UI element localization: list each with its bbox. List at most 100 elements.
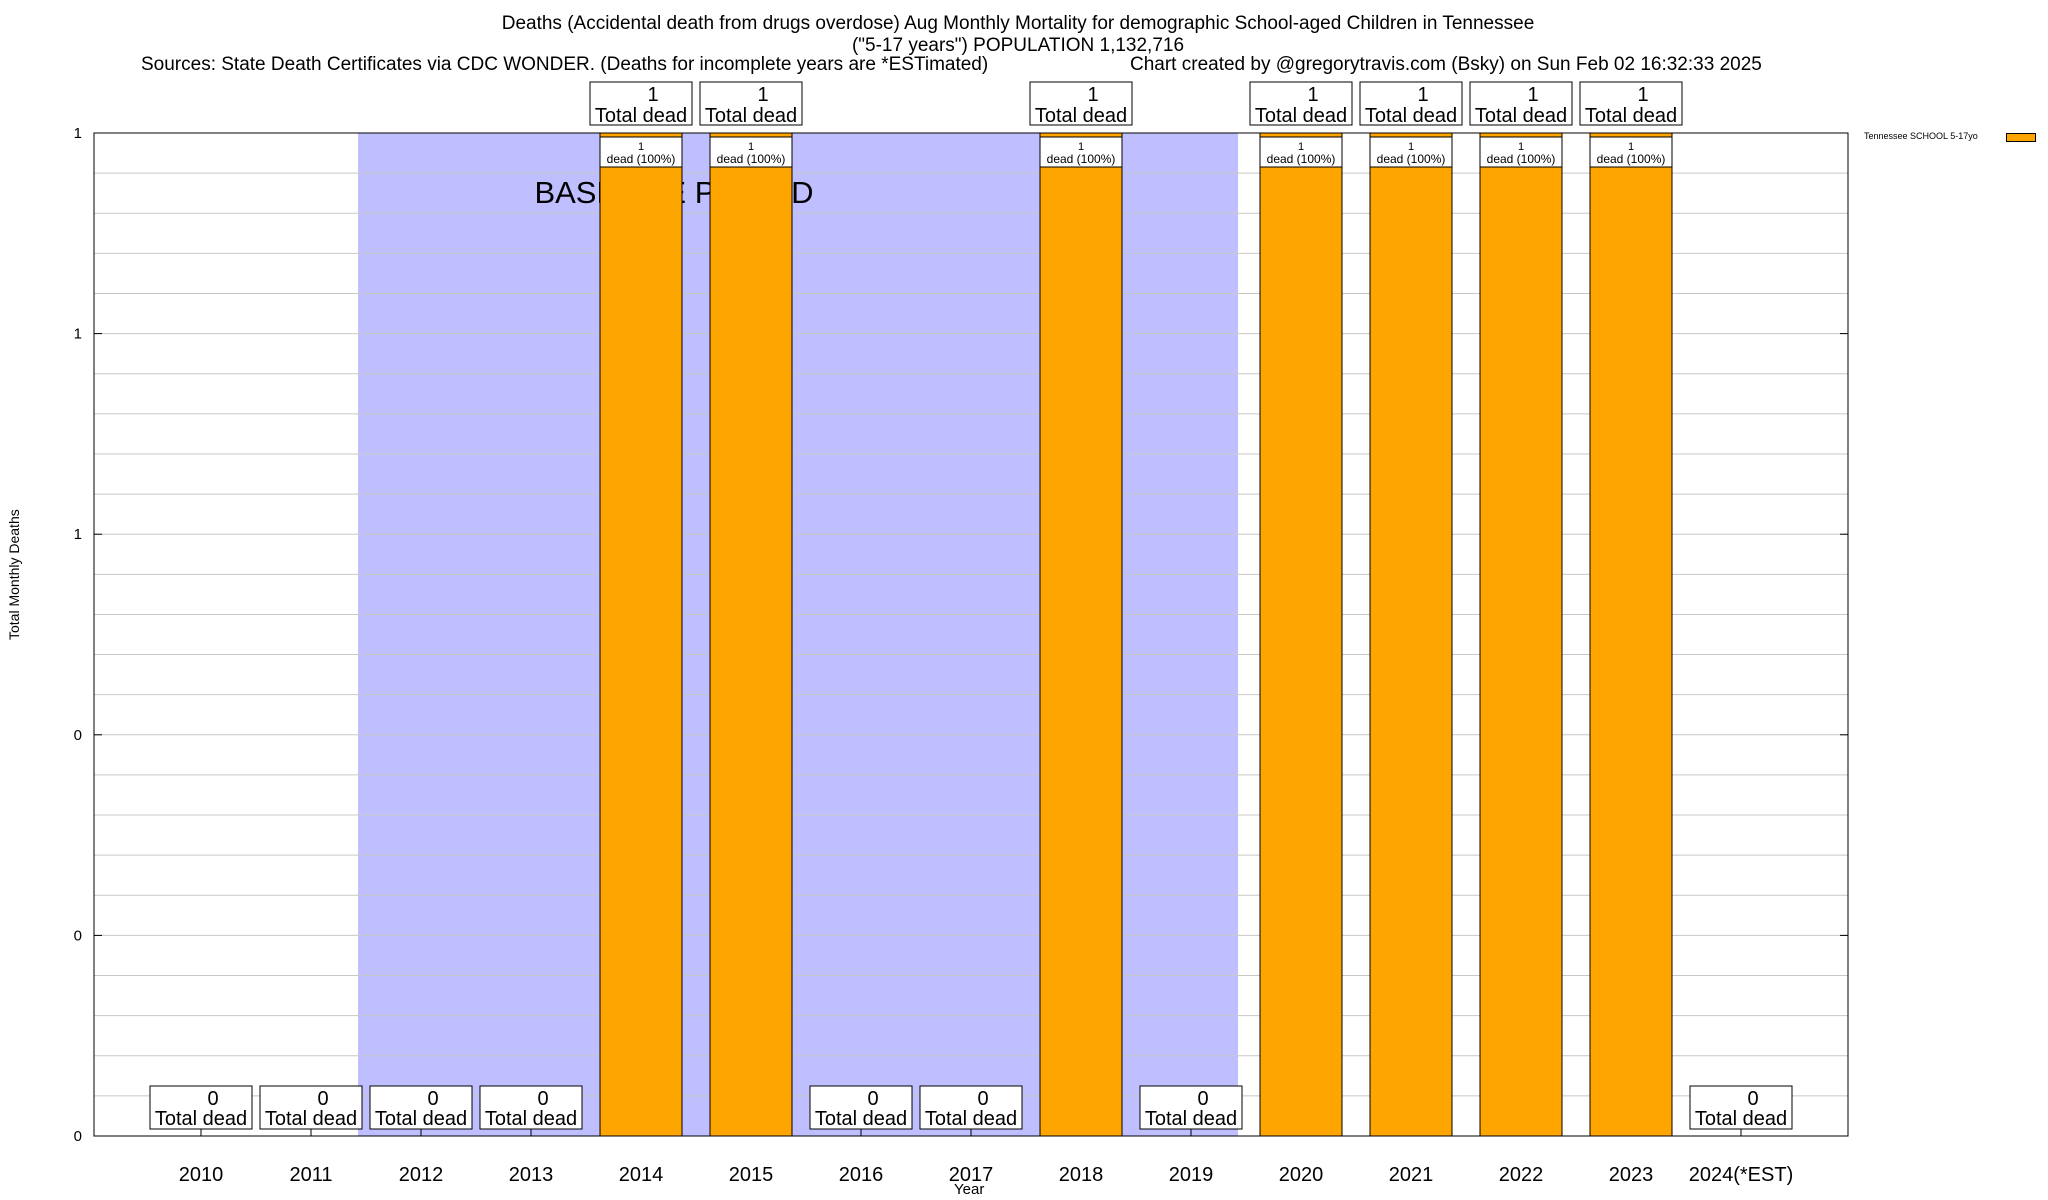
total-label-text: Total dead [155, 1108, 247, 1130]
total-label-text: Total dead [925, 1108, 1017, 1130]
x-tick-label: 2022 [1499, 1164, 1544, 1186]
bar-inner-count: 1 [1628, 141, 1634, 153]
total-label-text: Total dead [1365, 105, 1457, 127]
x-tick-label: 2014 [619, 1164, 664, 1186]
bar-inner-label-box [709, 136, 793, 168]
bar-inner-count: 1 [1408, 141, 1414, 153]
x-tick-label: 2019 [1169, 1164, 1214, 1186]
total-label-value: 0 [867, 1088, 878, 1110]
total-label-box [149, 1085, 253, 1130]
bar-inner-percent: dead (100%) [1377, 152, 1446, 166]
x-tick-label: 2011 [289, 1164, 332, 1186]
total-label-box [1689, 1085, 1793, 1130]
bar-inner-percent: dead (100%) [1267, 152, 1336, 166]
total-label-box [259, 1085, 363, 1130]
total-label-box [919, 1085, 1023, 1130]
total-label-value: 1 [757, 84, 768, 106]
bar-inner-label-box [599, 136, 683, 168]
total-label-text: Total dead [815, 1108, 907, 1130]
bar-inner-count: 1 [638, 141, 644, 153]
total-label-box [1249, 81, 1353, 126]
total-label-text: Total dead [1585, 105, 1677, 127]
total-label-box [1469, 81, 1573, 126]
bar-inner-percent: dead (100%) [717, 152, 786, 166]
bar [709, 132, 793, 1137]
chart-subtitle-population: ("5-17 years") POPULATION 1,132,716 [851, 35, 1185, 56]
y-tick-label: 0 [74, 927, 82, 944]
total-label-box [699, 81, 803, 126]
x-tick-label: 2010 [179, 1164, 224, 1186]
chart-credit: Chart created by @gregorytravis.com (Bsk… [1130, 54, 1762, 75]
y-tick-label: 0 [74, 727, 82, 744]
total-label-box [589, 81, 693, 126]
total-label-text: Total dead [485, 1108, 577, 1130]
bar-inner-percent: dead (100%) [607, 152, 676, 166]
bar [1369, 132, 1453, 1137]
x-tick-label: 2024(*EST) [1689, 1164, 1794, 1186]
x-axis-label: Year [954, 1181, 985, 1198]
bar-inner-count: 1 [1518, 141, 1524, 153]
total-label-text: Total dead [375, 1108, 467, 1130]
bar [1589, 132, 1673, 1137]
x-tick-label: 2015 [729, 1164, 774, 1186]
total-label-value: 0 [537, 1088, 548, 1110]
bar [1479, 132, 1563, 1137]
total-label-value: 0 [427, 1088, 438, 1110]
legend-swatch [2006, 133, 2036, 142]
total-label-box [809, 1085, 913, 1130]
x-tick-label: 2013 [509, 1164, 554, 1186]
total-label-value: 1 [1637, 84, 1648, 106]
bar-inner-label-box [1589, 136, 1673, 168]
y-tick-label: 1 [74, 125, 82, 142]
bar-inner-label-box [1259, 136, 1343, 168]
total-label-value: 0 [207, 1088, 218, 1110]
total-label-text: Total dead [595, 105, 687, 127]
total-label-value: 1 [647, 84, 658, 106]
bar-inner-percent: dead (100%) [1597, 152, 1666, 166]
x-tick-label: 2021 [1389, 1164, 1434, 1186]
total-label-value: 1 [1307, 84, 1318, 106]
y-tick-label: 0 [74, 1128, 82, 1145]
bar-inner-percent: dead (100%) [1487, 152, 1556, 166]
chart-sources: Sources: State Death Certificates via CD… [141, 54, 989, 75]
total-label-text: Total dead [1255, 105, 1347, 127]
y-tick-label: 1 [74, 326, 82, 343]
total-label-box [1359, 81, 1463, 126]
bar-inner-label-box [1369, 136, 1453, 168]
total-label-value: 1 [1527, 84, 1538, 106]
bar-inner-count: 1 [748, 141, 754, 153]
x-tick-label: 2018 [1059, 1164, 1104, 1186]
bar-inner-percent: dead (100%) [1047, 152, 1116, 166]
bar-inner-label-box [1479, 136, 1563, 168]
total-label-box [479, 1085, 583, 1130]
x-tick-label: 2016 [839, 1164, 884, 1186]
total-label-text: Total dead [265, 1108, 357, 1130]
total-label-value: 1 [1417, 84, 1428, 106]
bar [599, 132, 683, 1137]
total-label-box [1579, 81, 1683, 126]
total-label-value: 0 [1197, 1088, 1208, 1110]
bar [1259, 132, 1343, 1137]
total-label-box [1139, 1085, 1243, 1130]
total-label-box [369, 1085, 473, 1130]
bar [1039, 132, 1123, 1137]
x-tick-label: 2023 [1609, 1164, 1654, 1186]
total-label-value: 1 [1087, 84, 1098, 106]
total-label-value: 0 [317, 1088, 328, 1110]
x-tick-label: 2020 [1279, 1164, 1324, 1186]
total-label-text: Total dead [1035, 105, 1127, 127]
total-label-value: 0 [1747, 1088, 1758, 1110]
total-label-text: Total dead [1475, 105, 1567, 127]
bar-inner-count: 1 [1298, 141, 1304, 153]
total-label-box [1029, 81, 1133, 126]
total-label-text: Total dead [1695, 1108, 1787, 1130]
total-label-text: Total dead [705, 105, 797, 127]
legend-entry-label: Tennessee SCHOOL 5-17yo [1864, 131, 1978, 141]
total-label-text: Total dead [1145, 1108, 1237, 1130]
y-axis-label: Total Monthly Deaths [6, 509, 22, 640]
x-tick-label: 2012 [399, 1164, 444, 1186]
bar-inner-count: 1 [1078, 141, 1084, 153]
x-tick-label: 2017 [949, 1164, 994, 1186]
bar-inner-label-box [1039, 136, 1123, 168]
